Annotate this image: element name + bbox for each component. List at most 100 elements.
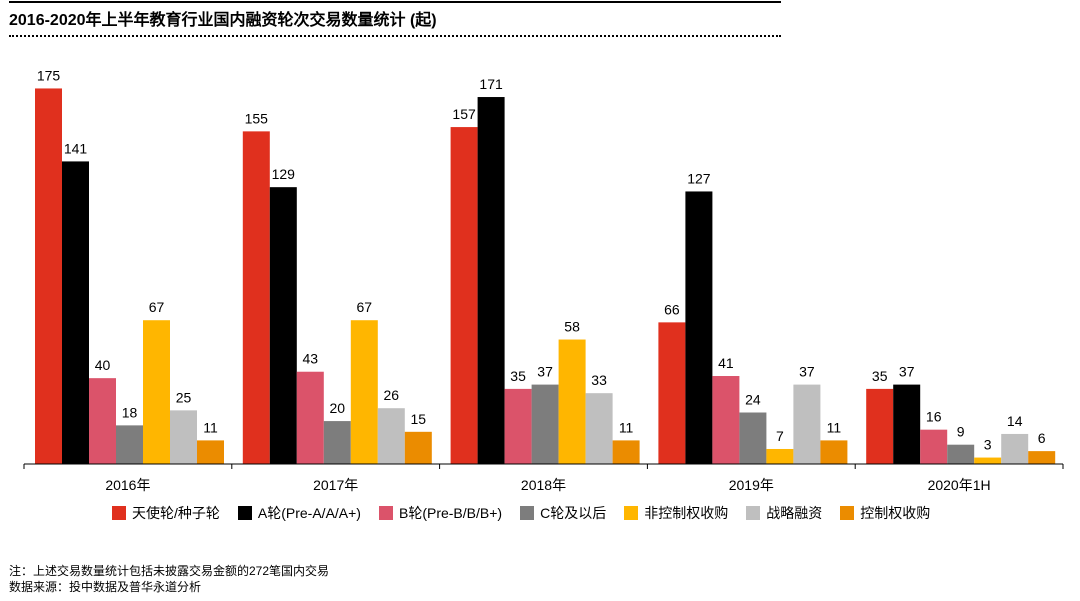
legend-swatch — [520, 506, 535, 520]
bar-3-2020年1H — [920, 429, 948, 464]
x-tick-label: 2020年1H — [928, 477, 991, 493]
bar-1-2018年 — [450, 127, 478, 464]
legend-item-6: 战略融资 — [746, 503, 822, 523]
chart-legend: 天使轮/种子轮 A轮(Pre-A/A/A+) B轮(Pre-B/B/B+) C轮及以后… — [112, 503, 948, 523]
data-label: 41 — [718, 355, 734, 371]
data-label: 175 — [37, 67, 61, 83]
legend-label: 非控制权收购 — [644, 505, 729, 521]
bar-4-2016年 — [116, 425, 143, 464]
data-label: 26 — [384, 387, 400, 403]
bar-3-2016年 — [89, 378, 116, 464]
bar-6-2017年 — [377, 408, 405, 464]
bar-5-2019年 — [766, 448, 794, 464]
legend-swatch — [378, 506, 393, 520]
bar-4-2018年 — [531, 384, 559, 464]
data-label: 37 — [899, 364, 915, 380]
bar-6-2020年1H — [1001, 433, 1029, 464]
legend-label: 控制权收购 — [860, 505, 931, 521]
legend-label: 天使轮/种子轮 — [132, 505, 220, 521]
data-label: 66 — [664, 301, 680, 317]
x-tick-label: 2019年 — [729, 477, 774, 493]
chart-title: 2016-2020年上半年教育行业国内融资轮次交易数量统计 (起) — [9, 12, 437, 29]
data-label: 43 — [303, 351, 319, 367]
bar-3-2017年 — [296, 371, 324, 464]
legend-label: 战略融资 — [766, 505, 823, 521]
x-tick-label: 2017年 — [313, 477, 358, 493]
data-label: 35 — [872, 368, 888, 384]
legend-label: C轮及以后 — [540, 505, 607, 521]
data-label: 3 — [984, 437, 992, 453]
data-label: 129 — [272, 166, 296, 182]
data-label: 67 — [357, 299, 373, 315]
legend-item-5: 非控制权收购 — [624, 503, 728, 523]
legend-swatch — [746, 506, 761, 520]
data-label: 37 — [799, 364, 815, 380]
bar-5-2018年 — [558, 339, 586, 464]
data-label: 141 — [64, 140, 88, 156]
bar-4-2019年 — [739, 412, 767, 464]
data-label: 24 — [745, 391, 761, 407]
data-label: 155 — [245, 110, 269, 126]
footnote-source: 数据来源：投中数据及普华永道分析 — [9, 580, 202, 594]
title-dotted-rule — [9, 35, 781, 37]
bar-1-2017年 — [242, 131, 270, 464]
bar-4-2017年 — [323, 421, 351, 464]
data-label: 6 — [1038, 430, 1046, 446]
legend-item-7: 控制权收购 — [840, 503, 930, 523]
bar-7-2019年 — [820, 440, 848, 464]
data-label: 67 — [149, 299, 165, 315]
legend-swatch — [624, 506, 639, 520]
bar-1-2020年1H — [866, 388, 894, 464]
data-label: 14 — [1007, 413, 1023, 429]
bar-2-2019年 — [685, 191, 713, 464]
data-label: 11 — [203, 419, 218, 435]
bar-3-2018年 — [504, 388, 532, 464]
legend-item-1: 天使轮/种子轮 — [112, 503, 220, 523]
bar-chart: 17514140186725112016年1551294320672615201… — [23, 67, 1064, 493]
data-label: 15 — [411, 411, 427, 427]
data-label: 7 — [776, 428, 784, 444]
data-label: 40 — [95, 357, 111, 373]
data-label: 58 — [564, 319, 580, 335]
data-label: 157 — [452, 106, 476, 122]
bar-6-2018年 — [585, 393, 613, 464]
bar-2-2016年 — [62, 161, 89, 464]
bar-7-2018年 — [612, 440, 640, 464]
footnote-note: 注：上述交易数量统计包括未披露交易金额的272笔国内交易 — [9, 564, 330, 578]
data-label: 37 — [537, 364, 553, 380]
footnotes: 注：上述交易数量统计包括未披露交易金额的272笔国内交易 数据来源：投中数据及普… — [9, 563, 329, 595]
legend-swatch — [840, 506, 855, 520]
bar-1-2016年 — [35, 88, 62, 464]
legend-label: A轮(Pre-A/A/A+) — [257, 505, 361, 521]
bar-7-2020年1H — [1028, 451, 1056, 464]
data-label: 25 — [176, 389, 192, 405]
bar-2-2020年1H — [893, 384, 921, 464]
x-tick-label: 2018年 — [521, 477, 566, 493]
data-label: 127 — [687, 170, 711, 186]
bar-5-2020年1H — [974, 457, 1002, 464]
legend-swatch — [237, 506, 252, 520]
data-label: 18 — [122, 404, 138, 420]
bar-1-2019年 — [658, 322, 686, 464]
legend-item-2: A轮(Pre-A/A/A+) — [237, 503, 361, 523]
legend-item-4: C轮及以后 — [520, 503, 606, 523]
data-label: 33 — [591, 372, 607, 388]
legend-swatch — [112, 506, 126, 520]
bar-3-2019年 — [712, 376, 740, 464]
data-label: 9 — [957, 424, 965, 440]
x-tick-label: 2016年 — [105, 477, 150, 493]
bar-6-2016年 — [170, 410, 197, 464]
bar-6-2019年 — [793, 384, 821, 464]
data-label: 20 — [330, 400, 346, 416]
data-label: 16 — [926, 409, 942, 425]
title-top-rule — [9, 1, 781, 3]
data-label: 171 — [479, 76, 503, 92]
data-label: 11 — [619, 419, 634, 435]
bar-5-2017年 — [350, 320, 378, 464]
bar-2-2017年 — [269, 187, 297, 464]
bar-7-2016年 — [197, 440, 224, 464]
data-label: 35 — [510, 368, 526, 384]
legend-item-3: B轮(Pre-B/B/B+) — [378, 503, 502, 523]
bar-5-2016年 — [143, 320, 170, 464]
data-label: 11 — [827, 419, 842, 435]
